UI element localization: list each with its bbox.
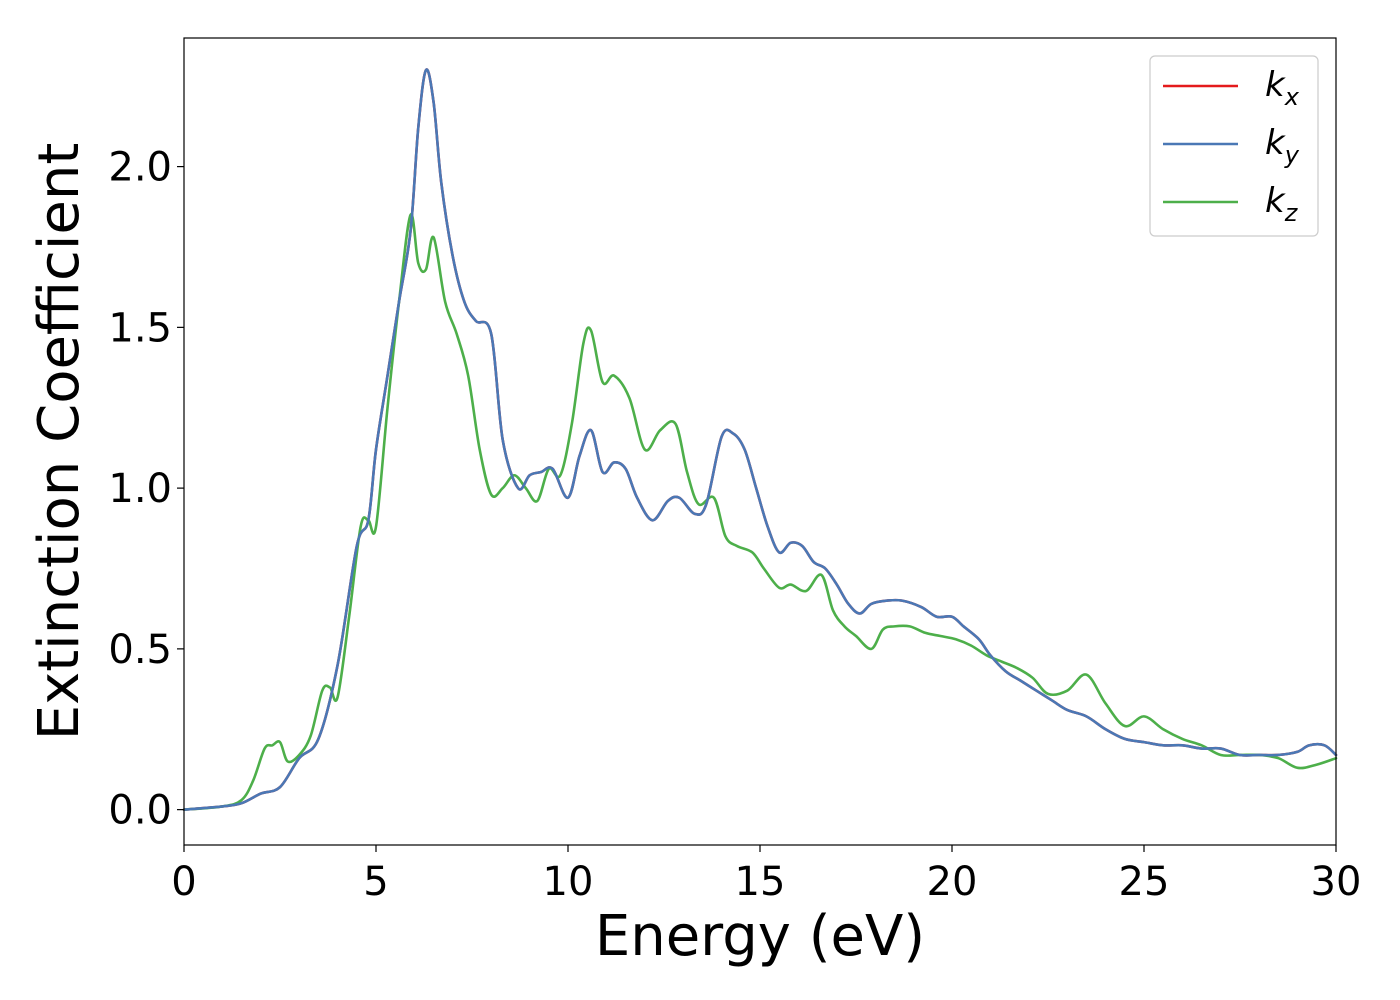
x-tick-label: 0 xyxy=(171,859,196,905)
x-axis-title: Energy (eV) xyxy=(595,904,925,969)
series-line-y xyxy=(182,68,1338,811)
x-tick-label: 10 xyxy=(543,859,594,905)
series-line-z xyxy=(182,213,1338,811)
y-tick-label: 1.0 xyxy=(108,466,172,512)
plot-lines xyxy=(182,68,1338,811)
y-axis-ticks: 0.0 0.5 1.0 1.5 2.0 xyxy=(108,145,184,834)
y-axis-title: Extinction Coefficient xyxy=(27,143,92,741)
y-tick-label: 1.5 xyxy=(108,305,172,351)
y-tick-label: 0.5 xyxy=(108,627,172,673)
x-tick-label: 15 xyxy=(735,859,786,905)
x-tick-label: 20 xyxy=(927,859,978,905)
legend-label-x: kx xyxy=(1265,65,1300,111)
legend-box xyxy=(1149,55,1319,237)
x-tick-label: 5 xyxy=(363,859,388,905)
legend-label-y: ky xyxy=(1265,123,1300,169)
x-axis-ticks: 0 5 10 15 20 25 30 xyxy=(171,845,1361,905)
y-tick-label: 0.0 xyxy=(108,788,172,834)
x-tick-label: 30 xyxy=(1311,859,1362,905)
y-tick-label: 2.0 xyxy=(108,145,172,191)
x-tick-label: 25 xyxy=(1119,859,1170,905)
